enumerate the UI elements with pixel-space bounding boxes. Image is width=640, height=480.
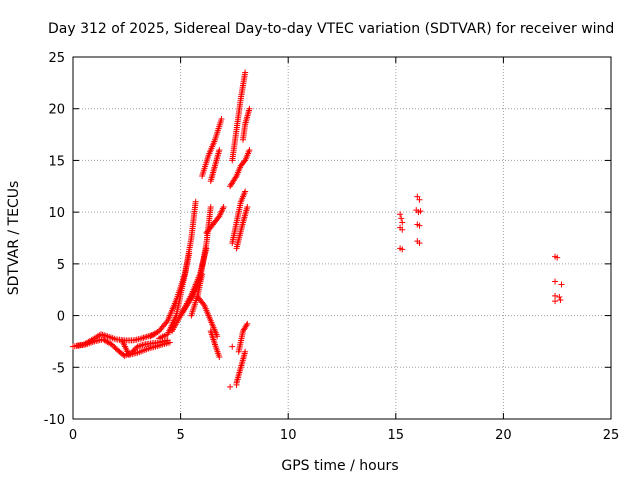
data-point: [399, 226, 406, 233]
data-point: [233, 381, 240, 388]
data-point: [557, 297, 564, 304]
data-point: [242, 348, 249, 355]
data-point: [199, 271, 206, 278]
data-point: [417, 208, 424, 215]
data-point: [416, 222, 423, 229]
data-point: [207, 203, 214, 210]
data-point: [200, 300, 207, 307]
data-point: [416, 196, 423, 203]
grid-lines: [73, 57, 611, 419]
data-point: [246, 105, 253, 112]
y-tick-label: -5: [52, 361, 65, 376]
data-point: [399, 246, 406, 253]
y-tick-label: 25: [48, 51, 65, 66]
data-point: [398, 215, 405, 222]
data-point: [552, 278, 559, 285]
x-tick-label: 25: [603, 428, 620, 443]
x-tick-label: 10: [280, 428, 297, 443]
y-tick-label: 15: [48, 154, 65, 169]
data-point: [246, 147, 253, 154]
y-tick-label: 10: [48, 206, 65, 221]
data-point: [241, 158, 248, 165]
data-point: [232, 174, 239, 181]
data-point: [554, 254, 561, 261]
y-tick-label: 0: [57, 310, 65, 325]
data-point: [166, 339, 173, 346]
y-tick-label: 20: [48, 103, 65, 118]
y-tick-label: 5: [57, 258, 65, 273]
data-point: [227, 383, 234, 390]
data-point: [163, 319, 170, 326]
chart-title: Day 312 of 2025, Sidereal Day-to-day VTE…: [48, 21, 614, 37]
data-point: [244, 203, 251, 210]
data-point: [552, 292, 559, 299]
data-point: [416, 240, 423, 247]
data-point: [243, 322, 250, 329]
data-point: [229, 343, 236, 350]
axis-ticks: 0 5 10 15 20 25 -10 -5 0 5 10 15 20 25: [44, 51, 620, 443]
y-axis-label: SDTVAR / TECUs: [6, 181, 22, 296]
data-points: [70, 69, 565, 390]
data-point: [192, 198, 199, 205]
x-tick-label: 15: [388, 428, 405, 443]
data-point: [220, 203, 227, 210]
data-point: [186, 250, 193, 257]
data-point: [216, 147, 223, 154]
x-axis-label: GPS time / hours: [281, 458, 398, 474]
data-point: [218, 116, 225, 123]
data-point: [399, 219, 406, 226]
data-point: [552, 298, 559, 305]
data-point: [414, 193, 421, 200]
x-tick-label: 20: [495, 428, 512, 443]
data-point: [558, 281, 565, 288]
data-point: [216, 353, 223, 360]
data-point: [244, 320, 251, 327]
x-tick-label: 5: [176, 428, 184, 443]
data-point: [556, 293, 563, 300]
x-tick-label: 0: [69, 428, 77, 443]
y-tick-label: -10: [44, 413, 65, 428]
data-point: [242, 188, 249, 195]
plot-frame: [72, 56, 612, 420]
data-point: [242, 69, 249, 76]
data-point: [397, 211, 404, 218]
